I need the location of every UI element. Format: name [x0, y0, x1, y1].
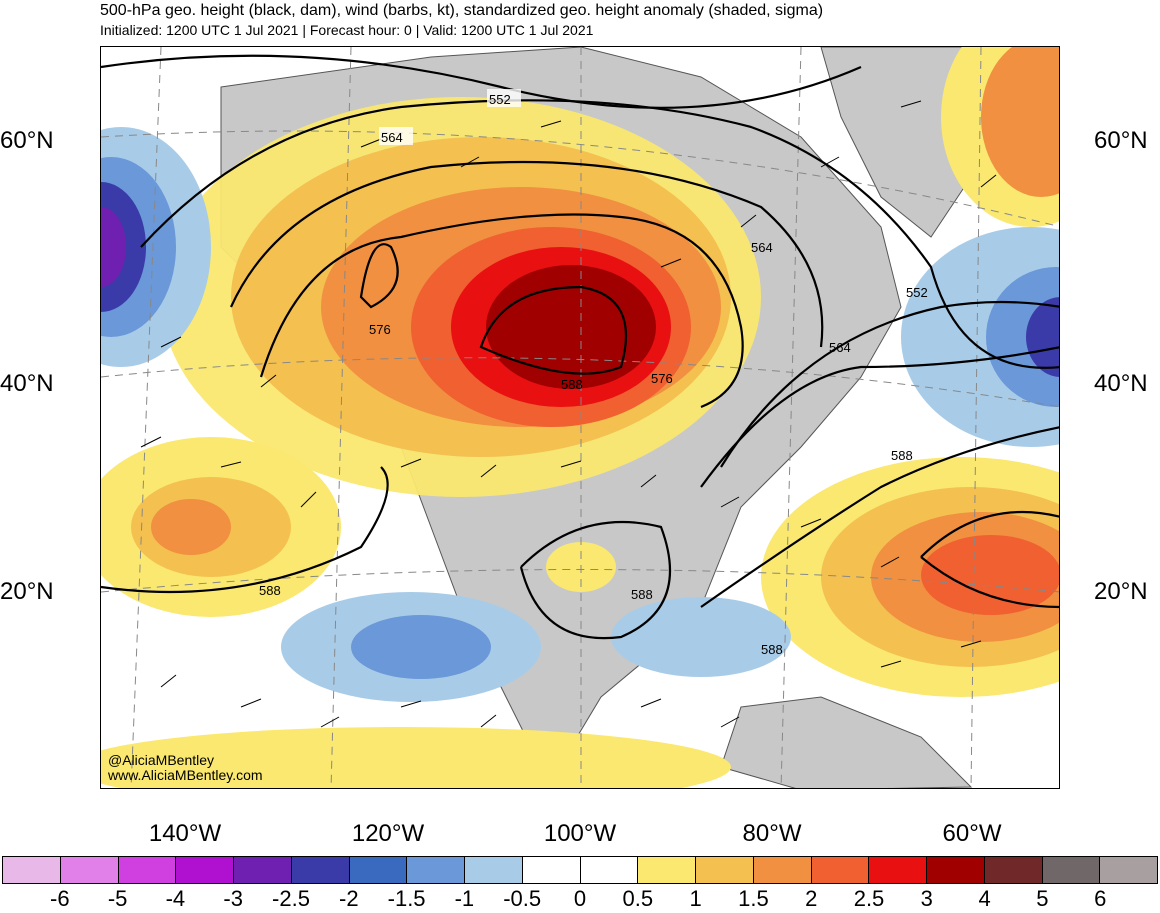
colorbar-label: 3 — [920, 886, 933, 911]
colorbar-label: 4 — [978, 886, 991, 911]
credit-site: www.AliciaMBentley.com — [108, 767, 263, 783]
colorbar-cell — [811, 857, 870, 883]
colorbar-label: 1.5 — [738, 886, 769, 911]
lat-label: 60°N — [0, 127, 54, 154]
contour-label: 564 — [381, 130, 403, 145]
colorbar-label: 0 — [573, 886, 587, 911]
colorbar-cell — [580, 857, 639, 883]
colorbar-cell — [927, 857, 985, 883]
lon-label: 60°W — [942, 820, 1002, 847]
contour-label-group: 552 564 576 588 564 552 564 576 588 588 … — [259, 89, 928, 657]
colorbar-cell — [753, 857, 812, 883]
colorbar-label: 0.5 — [622, 886, 654, 911]
colorbar-cell — [176, 857, 234, 883]
colorbar-label: -1.5 — [387, 886, 426, 911]
contour-label: 552 — [489, 92, 511, 107]
colorbar-cell — [869, 857, 927, 883]
colorbar-label: -0.5 — [503, 886, 542, 911]
contour-label: 576 — [369, 322, 391, 337]
lat-label: 20°N — [0, 578, 54, 605]
colorbar-cell — [638, 857, 696, 883]
graticule — [101, 47, 1059, 788]
colorbar-label: -2 — [339, 886, 359, 911]
weather-map: 552 564 576 588 564 552 564 576 588 588 … — [100, 46, 1060, 789]
wind-barbs — [140, 100, 997, 728]
lon-label: 100°W — [543, 820, 617, 847]
colorbar-label: -4 — [165, 886, 186, 911]
colorbar-label: 6 — [1094, 886, 1107, 911]
contour-label: 588 — [761, 642, 783, 657]
colorbar-cell — [234, 857, 292, 883]
colorbar-label: -3 — [223, 886, 243, 911]
colorbar-cell — [118, 857, 177, 883]
colorbar-cell — [1100, 857, 1157, 883]
colorbar-label: 2.5 — [853, 886, 885, 911]
lat-label: 40°N — [1094, 370, 1148, 397]
colorbar-cell — [522, 857, 581, 883]
contour-label: 564 — [751, 240, 773, 255]
lat-label: 20°N — [1094, 578, 1148, 605]
colorbar-label: 5 — [1036, 886, 1049, 911]
colorbar-label: -5 — [107, 886, 128, 911]
colorbar-cell — [984, 857, 1043, 883]
map-subtitle: Initialized: 1200 UTC 1 Jul 2021 | Forec… — [100, 22, 594, 38]
colorbar-label: 1 — [689, 886, 702, 911]
anomaly-colorbar — [2, 856, 1158, 884]
contour-label: 588 — [631, 587, 653, 602]
lon-label: 80°W — [742, 820, 802, 847]
map-canvas: 552 564 576 588 564 552 564 576 588 588 … — [101, 47, 1059, 788]
map-title: 500-hPa geo. height (black, dam), wind (… — [100, 2, 824, 19]
lat-label: 60°N — [1094, 127, 1148, 154]
colorbar-cell — [3, 857, 61, 883]
contour-label: 552 — [906, 285, 928, 300]
height-contours — [101, 54, 1059, 640]
contour-label: 564 — [829, 340, 851, 355]
colorbar-cell — [60, 857, 119, 883]
contour-label: 576 — [651, 371, 673, 386]
colorbar-cell — [465, 857, 523, 883]
lon-label: 140°W — [148, 820, 222, 847]
contour-label: 588 — [561, 377, 583, 392]
contour-label: 588 — [891, 448, 913, 463]
lon-label: 120°W — [351, 820, 425, 847]
lat-label: 40°N — [0, 370, 54, 397]
colorbar-label: 2 — [805, 886, 818, 911]
colorbar-label: -2.5 — [272, 886, 310, 911]
credit-handle: @AliciaMBentley — [108, 752, 215, 768]
contour-label: 588 — [259, 583, 281, 598]
colorbar-cell — [1042, 857, 1101, 883]
colorbar-cell — [407, 857, 465, 883]
colorbar-cell — [291, 857, 350, 883]
colorbar-cell — [349, 857, 408, 883]
colorbar-cell — [696, 857, 754, 883]
colorbar-label: -1 — [454, 886, 475, 911]
colorbar-label: -6 — [50, 886, 70, 911]
